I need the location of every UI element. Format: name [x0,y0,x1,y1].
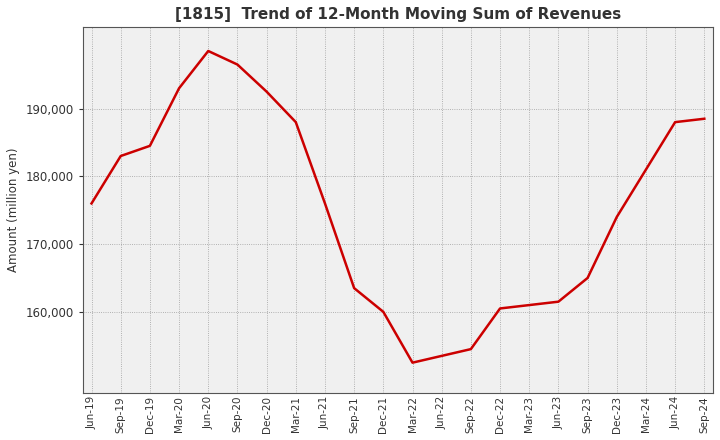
Y-axis label: Amount (million yen): Amount (million yen) [7,148,20,272]
Title: [1815]  Trend of 12-Month Moving Sum of Revenues: [1815] Trend of 12-Month Moving Sum of R… [175,7,621,22]
